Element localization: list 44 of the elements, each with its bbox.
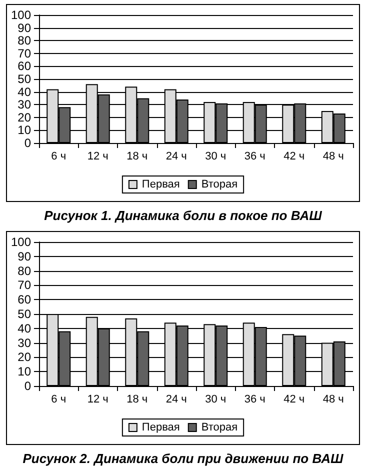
y-tick-label: 90 [18, 249, 32, 264]
y-tick-label: 40 [18, 84, 32, 99]
x-tick-label: 6 ч [51, 394, 66, 406]
legend-label: Вторая [201, 178, 238, 190]
y-tick-label: 90 [18, 20, 32, 35]
y-tick-label: 30 [18, 98, 32, 112]
x-tick-label: 30 ч [205, 150, 226, 162]
x-tick-label: 48 ч [322, 150, 344, 162]
y-tick-label: 0 [24, 136, 32, 150]
y-tick-label: 0 [24, 379, 32, 393]
x-tick-label: 48 ч [322, 394, 344, 406]
y-tick-label: 100 [10, 235, 32, 249]
x-tick-label: 12 ч [87, 394, 108, 406]
x-tick-label: 12 ч [87, 150, 108, 162]
text: Рисунок 1. Динамика боли в покое по ВАШ [43, 208, 323, 223]
x-tick-label: 42 ч [284, 150, 305, 162]
y-tick-label: 30 [18, 336, 32, 350]
legend-label: Вторая [201, 422, 238, 434]
x-tick-label: 30 ч [205, 394, 226, 406]
x-tick-label: 18 ч [126, 150, 148, 162]
y-tick-label: 60 [18, 292, 32, 307]
y-tick-label: 50 [18, 72, 32, 86]
y-tick-label: 10 [18, 123, 32, 138]
legend-label: Первая [142, 422, 180, 434]
y-tick-label: 60 [18, 59, 32, 74]
y-tick-label: 50 [18, 307, 32, 321]
y-tick-label: 20 [18, 110, 32, 124]
x-tick-label: 36 ч [244, 150, 266, 162]
legend-label: Первая [142, 178, 180, 190]
y-tick-label: 40 [18, 321, 32, 336]
x-tick-label: 24 ч [166, 394, 187, 406]
y-tick-label: 80 [18, 34, 32, 48]
y-tick-label: 70 [18, 278, 32, 292]
y-tick-label: 80 [18, 264, 32, 278]
y-tick-label: 100 [10, 8, 32, 22]
x-tick-label: 18 ч [126, 394, 148, 406]
x-tick-label: 24 ч [166, 150, 187, 162]
text: Рисунок 2. Динамика боли при движении по ВАШ [22, 451, 344, 466]
y-tick-label: 70 [18, 46, 32, 60]
x-tick-label: 36 ч [244, 394, 266, 406]
y-tick-label: 20 [18, 350, 32, 364]
x-tick-label: 6 ч [51, 150, 66, 162]
y-tick-label: 10 [18, 364, 32, 379]
x-tick-label: 42 ч [284, 394, 305, 406]
